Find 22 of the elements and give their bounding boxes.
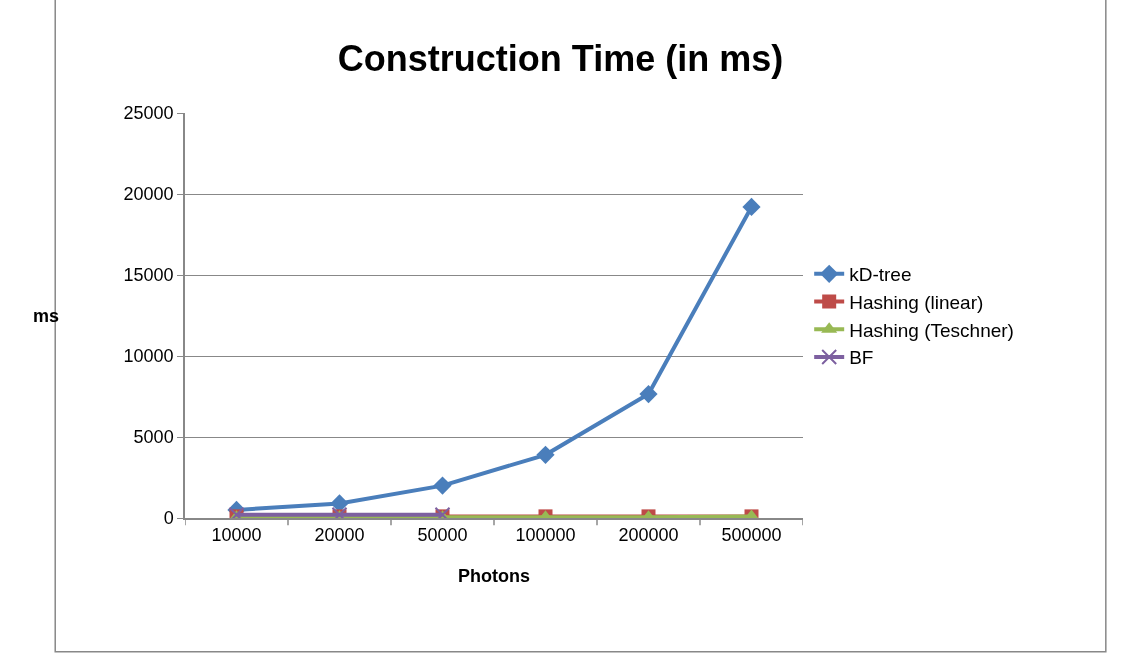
point xyxy=(536,445,555,464)
x-tick-label: 20000 xyxy=(314,525,365,546)
y-tick-label: 25000 xyxy=(123,103,174,124)
x-tick-label: 100000 xyxy=(515,525,576,546)
point xyxy=(742,197,761,217)
x-tick-label: 50000 xyxy=(417,525,468,546)
legend-label: BF xyxy=(849,347,874,369)
legend-label: kD-tree xyxy=(849,264,912,286)
x-axis-title: Photons xyxy=(458,565,530,586)
y-tick-label: 15000 xyxy=(123,265,174,286)
y-tick-label: 0 xyxy=(163,508,174,529)
y-tick-label: 20000 xyxy=(123,184,174,205)
chart-title: Construction Time (in ms) xyxy=(337,37,784,79)
y-axis-title: ms xyxy=(33,306,60,326)
y-tick-label: 5000 xyxy=(133,427,174,448)
legend-label: Hashing (Teschner) xyxy=(849,319,1014,341)
y-tick-label: 10000 xyxy=(123,346,174,367)
x-tick-label: 200000 xyxy=(618,525,679,546)
x-tick-label: 10000 xyxy=(211,525,262,546)
point xyxy=(639,384,658,404)
x-tick-label: 500000 xyxy=(721,525,782,546)
legend-label: Hashing (linear) xyxy=(849,291,984,313)
